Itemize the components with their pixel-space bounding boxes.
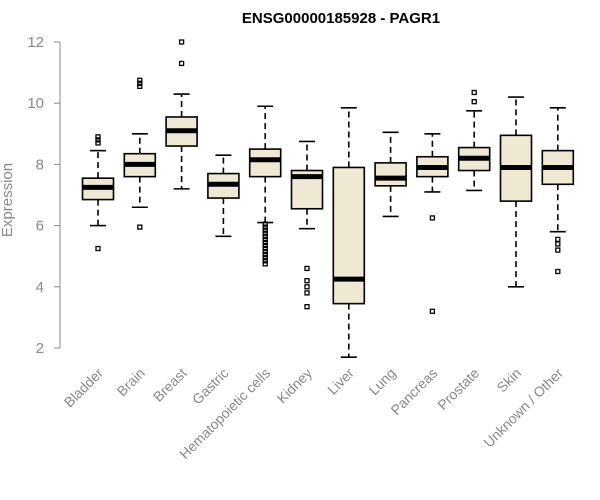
outlier-point [178, 60, 185, 67]
outlier-point [137, 224, 143, 230]
y-tick-label: 12 [27, 34, 44, 51]
y-tick-label: 10 [27, 95, 44, 112]
box-group [81, 134, 115, 252]
outlier-point [137, 83, 143, 90]
outlier-point [262, 224, 268, 230]
x-tick-label: Brain [113, 365, 147, 399]
outlier-point [262, 252, 268, 258]
outlier-point [95, 140, 101, 146]
outlier-point [429, 215, 436, 221]
box-group [123, 77, 157, 230]
outlier-point [262, 248, 268, 255]
y-axis-label: Expression [0, 163, 16, 237]
chart-title: ENSG00000185928 - PAGR1 [242, 10, 440, 27]
y-tick-label: 4 [36, 279, 44, 296]
outlier-point [137, 80, 143, 86]
outlier-point [304, 304, 310, 310]
outlier-point [555, 241, 561, 247]
box-group [248, 105, 282, 267]
iqr-box [332, 166, 366, 305]
y-axis-ticks: 2 4 6 8 10 12 [27, 34, 60, 357]
iqr-box [248, 148, 282, 178]
x-tick-label: Unknown / Other [480, 365, 566, 451]
outlier-point [262, 239, 268, 246]
outlier-point [262, 233, 268, 239]
outlier-point [471, 89, 477, 96]
x-tick-label: Kidney [274, 365, 316, 407]
box-group [457, 89, 491, 192]
outlier-point [262, 261, 268, 267]
x-tick-label: Prostate [434, 365, 482, 413]
y-tick-label: 2 [36, 340, 44, 357]
outlier-point [304, 290, 310, 296]
outlier-point [137, 77, 143, 83]
outlier-point [95, 137, 101, 143]
iqr-box [374, 162, 407, 187]
x-tick-label: Liver [324, 365, 357, 398]
outlier-point [304, 265, 310, 272]
outlier-point [304, 278, 310, 284]
outlier-point [262, 245, 268, 252]
outlier-point [178, 39, 185, 45]
y-tick-label: 8 [36, 156, 44, 173]
box-group [207, 154, 240, 238]
outlier-point [262, 221, 268, 227]
outlier-point [262, 236, 268, 243]
boxplot-boxes [81, 39, 575, 358]
box-group [290, 140, 324, 310]
outlier-point [304, 284, 310, 290]
outlier-point [555, 268, 561, 275]
outlier-point [471, 99, 477, 105]
outlier-point [262, 255, 268, 261]
outlier-point [429, 308, 436, 314]
outlier-point [555, 247, 561, 253]
x-tick-label: Lung [365, 365, 398, 398]
outlier-point [95, 134, 101, 140]
outlier-point [95, 245, 101, 252]
y-tick-label: 6 [36, 218, 44, 235]
box-group [374, 131, 407, 218]
outlier-point [262, 230, 268, 236]
x-tick-label: Bladder [61, 365, 107, 411]
box-group [499, 96, 533, 288]
box-group [332, 106, 366, 358]
x-tick-label: Skin [494, 365, 525, 396]
outlier-point [262, 227, 268, 233]
box-group [541, 106, 575, 275]
box-group [165, 39, 198, 190]
outlier-point [555, 236, 561, 243]
outlier-point [262, 242, 268, 249]
outlier-point [262, 258, 268, 264]
x-tick-label: Breast [150, 365, 190, 405]
box-group [416, 133, 449, 314]
